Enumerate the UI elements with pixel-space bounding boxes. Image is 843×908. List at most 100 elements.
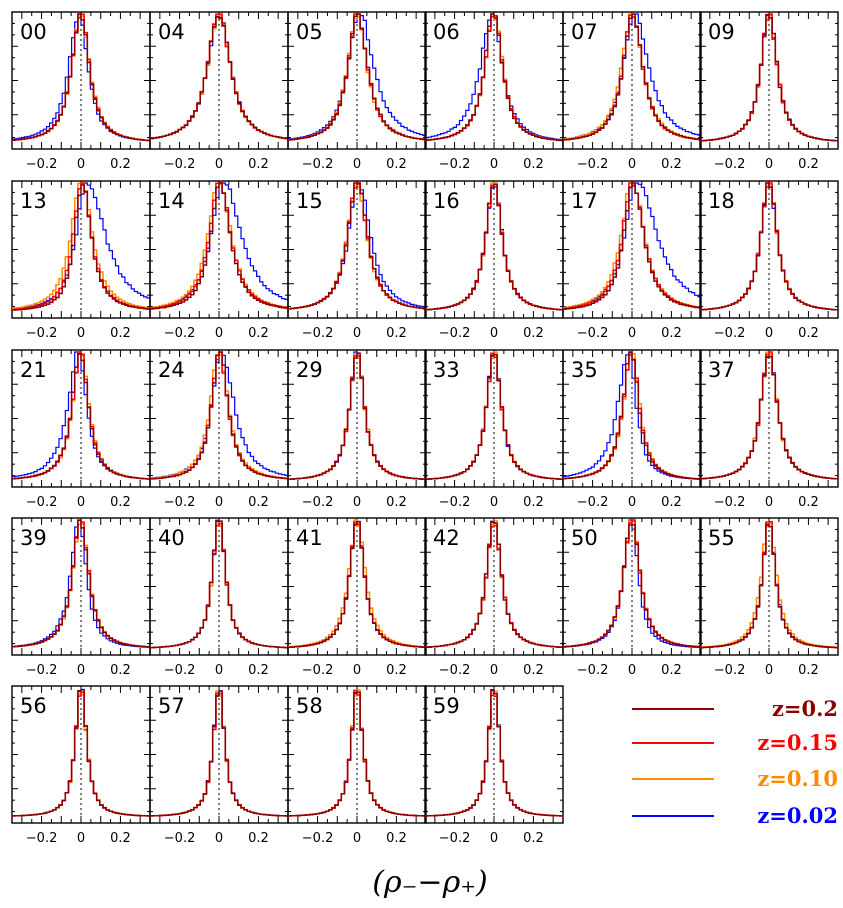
x-tick-label: −0.2	[26, 157, 58, 172]
legend-label: z=0.15	[757, 730, 838, 755]
panel-label: 07	[571, 20, 598, 44]
panel-29: 29 −0.2 0 0.2	[287, 349, 427, 510]
x-tick-label: 0	[77, 157, 85, 172]
legend-label: z=0.2	[772, 696, 838, 721]
x-tick-label: −0.2	[577, 495, 609, 510]
x-tick-label: 0	[353, 663, 361, 678]
x-tick-label: 0.2	[110, 831, 131, 846]
panel-17: 17 −0.2 0 0.2	[562, 180, 702, 341]
panel-14: 14 −0.2 0 0.2	[149, 180, 289, 341]
x-tick-label: 0.2	[798, 157, 819, 172]
x-tick-label: 0	[215, 157, 223, 172]
panel-label: 05	[296, 20, 323, 44]
x-tick-label: −0.2	[26, 495, 58, 510]
x-tick-label: −0.2	[577, 157, 609, 172]
x-tick-label: 0	[77, 495, 85, 510]
panel-04: 04 −0.2 0 0.2	[149, 11, 289, 172]
legend-entry: z=0.02	[632, 803, 838, 828]
panel-06: 06 −0.2 0 0.2	[424, 11, 564, 172]
x-tick-label: 0	[215, 831, 223, 846]
panel-58: 58 −0.2 0 0.2	[287, 685, 427, 846]
x-tick-label: 0	[765, 326, 773, 341]
panel-18: 18 −0.2 0 0.2	[699, 180, 839, 341]
x-tick-label: 0.2	[248, 495, 269, 510]
x-tick-label: −0.2	[164, 663, 196, 678]
panel-label: 29	[296, 358, 323, 382]
x-tick-label: 0	[215, 663, 223, 678]
panel-label: 13	[20, 189, 47, 213]
x-tick-label: 0	[215, 326, 223, 341]
panel-label: 09	[708, 20, 735, 44]
x-tick-label: 0	[628, 495, 636, 510]
panel-16: 16 −0.2 0 0.2	[424, 180, 564, 341]
x-tick-label: 0.2	[248, 326, 269, 341]
x-tick-label: 0.2	[798, 663, 819, 678]
legend-label: z=0.10	[757, 766, 838, 791]
x-tick-label: 0	[353, 831, 361, 846]
panel-24: 24 −0.2 0 0.2	[149, 349, 289, 510]
x-tick-label: 0	[77, 831, 85, 846]
x-tick-label: 0	[628, 326, 636, 341]
panel-label: 37	[708, 358, 735, 382]
panel-13: 13 −0.2 0 0.2	[11, 180, 151, 341]
x-tick-label: 0	[353, 495, 361, 510]
x-tick-label: 0	[353, 326, 361, 341]
panel-label: 57	[158, 694, 185, 718]
x-tick-label: −0.2	[714, 157, 746, 172]
series-z-0-2-histogram	[12, 184, 150, 311]
x-tick-label: −0.2	[164, 157, 196, 172]
series-z-0-2-histogram	[288, 182, 426, 310]
series-z-0-2-histogram	[425, 353, 563, 480]
series-z-0-2-histogram	[150, 182, 288, 310]
x-tick-label: −0.2	[26, 831, 58, 846]
panel-33: 33 −0.2 0 0.2	[424, 349, 564, 510]
series-z-0-02-histogram	[12, 182, 150, 310]
x-tick-label: −0.2	[714, 663, 746, 678]
series-z-0-2-histogram	[150, 519, 288, 649]
x-tick-label: 0	[765, 157, 773, 172]
series-z-0-2-histogram	[425, 689, 563, 817]
x-tick-label: −0.2	[302, 326, 334, 341]
panel-39: 39 −0.2 0 0.2	[11, 517, 151, 678]
x-tick-label: 0	[765, 495, 773, 510]
x-tick-label: 0	[353, 157, 361, 172]
panel-59: 59 −0.2 0 0.2	[424, 685, 564, 846]
series-z-0-2-histogram	[700, 182, 838, 311]
x-tick-label: 0	[490, 663, 498, 678]
series-z-0-2-histogram	[700, 523, 838, 649]
panel-label: 59	[433, 694, 460, 718]
x-tick-label: −0.2	[714, 326, 746, 341]
x-tick-label: −0.2	[26, 326, 58, 341]
x-tick-label: 0	[215, 495, 223, 510]
x-tick-label: −0.2	[577, 326, 609, 341]
panel-07: 07 −0.2 0 0.2	[562, 11, 702, 172]
series-z-0-2-histogram	[700, 13, 838, 142]
x-tick-label: 0.2	[523, 831, 544, 846]
x-tick-label: 0.2	[110, 326, 131, 341]
x-tick-label: 0.2	[798, 495, 819, 510]
series-z-0-2-histogram	[150, 15, 288, 140]
series-z-0-2-histogram	[12, 519, 150, 648]
x-tick-label: −0.2	[164, 831, 196, 846]
x-tick-label: −0.2	[577, 663, 609, 678]
series-z-0-2-histogram	[425, 183, 563, 311]
x-tick-label: −0.2	[439, 326, 471, 341]
legend-entry: z=0.2	[632, 696, 838, 721]
x-tick-label: −0.2	[26, 663, 58, 678]
x-tick-label: 0.2	[248, 663, 269, 678]
x-tick-label: 0.2	[248, 831, 269, 846]
panel-label: 15	[296, 189, 323, 213]
x-tick-label: 0.2	[110, 663, 131, 678]
series-z-0-2-histogram	[12, 13, 150, 142]
panel-42: 42 −0.2 0 0.2	[424, 517, 564, 678]
panel-05: 05 −0.2 0 0.2	[287, 11, 427, 172]
x-tick-label: 0.2	[386, 831, 407, 846]
panel-label: 06	[433, 20, 460, 44]
panel-label: 00	[20, 20, 47, 44]
series-z-0-2-histogram	[700, 355, 838, 480]
x-tick-label: −0.2	[164, 495, 196, 510]
x-tick-label: 0.2	[661, 326, 682, 341]
x-tick-label: 0	[628, 663, 636, 678]
series-z-0-2-histogram	[563, 182, 701, 310]
panel-label: 17	[571, 189, 598, 213]
